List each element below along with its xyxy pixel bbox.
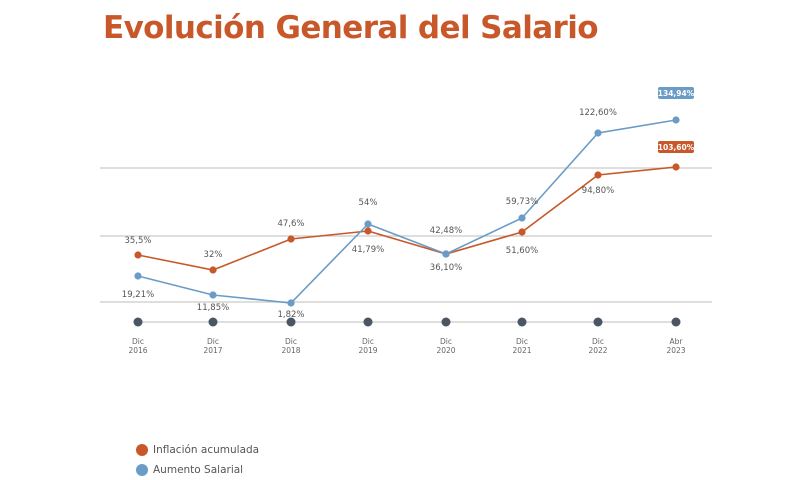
data-point <box>442 250 450 258</box>
data-label: 47,6% <box>277 219 304 229</box>
series-line-aumento <box>137 119 677 304</box>
data-point <box>518 228 526 236</box>
timeline-dot <box>517 317 527 327</box>
data-label: 35,5% <box>124 236 151 246</box>
data-label-badge <box>658 141 694 153</box>
data-label: 103,60% <box>658 143 695 152</box>
x-tick-label: Dic 2020 <box>436 337 455 355</box>
data-label: 36,10% <box>430 263 462 273</box>
x-tick-label: Dic 2018 <box>281 337 300 355</box>
data-label: 19,21% <box>122 290 154 300</box>
timeline-dot <box>208 317 218 327</box>
timeline-dot <box>133 317 143 327</box>
x-tick-label: Abr 2023 <box>666 337 685 355</box>
legend-swatch-inflacion <box>136 443 148 456</box>
data-label: 11,85% <box>197 303 229 313</box>
data-point <box>287 235 295 243</box>
data-point <box>209 266 217 274</box>
x-tick-label: Dic 2017 <box>203 337 222 355</box>
data-point <box>134 251 142 259</box>
chart-title: Evolución General del Salario <box>103 10 599 46</box>
data-label: 54% <box>359 198 378 208</box>
legend-label-inflacion: Inflación acumulada <box>153 443 260 456</box>
x-tick-label: Dic 2021 <box>512 337 531 355</box>
x-tick-label: Dic 2022 <box>588 337 607 355</box>
data-point <box>672 116 680 124</box>
timeline-dot <box>441 317 451 327</box>
data-label: 51,60% <box>506 246 538 256</box>
data-label: 134,94% <box>658 89 695 98</box>
data-label: 122,60% <box>579 108 617 118</box>
x-tick-label: Dic 2016 <box>128 337 147 355</box>
legend-item-inflacion: Inflación acumulada <box>136 441 259 459</box>
data-label: 59,73% <box>506 197 538 207</box>
data-point <box>364 227 372 235</box>
data-label: 32% <box>204 250 223 260</box>
data-point <box>134 272 142 280</box>
data-point <box>364 220 372 228</box>
timeline-dot <box>363 317 373 327</box>
timeline-dot <box>286 317 296 327</box>
data-point <box>518 214 526 222</box>
data-point <box>209 291 217 299</box>
data-label: 94,80% <box>582 186 614 196</box>
data-point <box>594 129 602 137</box>
data-point <box>594 171 602 179</box>
legend-swatch-aumento <box>136 463 148 476</box>
series-line-inflacion <box>137 166 677 271</box>
data-label: 41,79% <box>352 245 384 255</box>
data-label: 1,82% <box>277 310 304 320</box>
legend-item-aumento: Aumento Salarial <box>136 461 243 479</box>
data-label-badge <box>658 87 694 99</box>
data-point <box>672 163 680 171</box>
data-label: 42,48% <box>430 226 462 236</box>
timeline-dot <box>671 317 681 327</box>
x-tick-label: Dic 2019 <box>358 337 377 355</box>
legend-label-aumento: Aumento Salarial <box>153 463 244 476</box>
data-point <box>287 299 295 307</box>
timeline-dot <box>593 317 603 327</box>
